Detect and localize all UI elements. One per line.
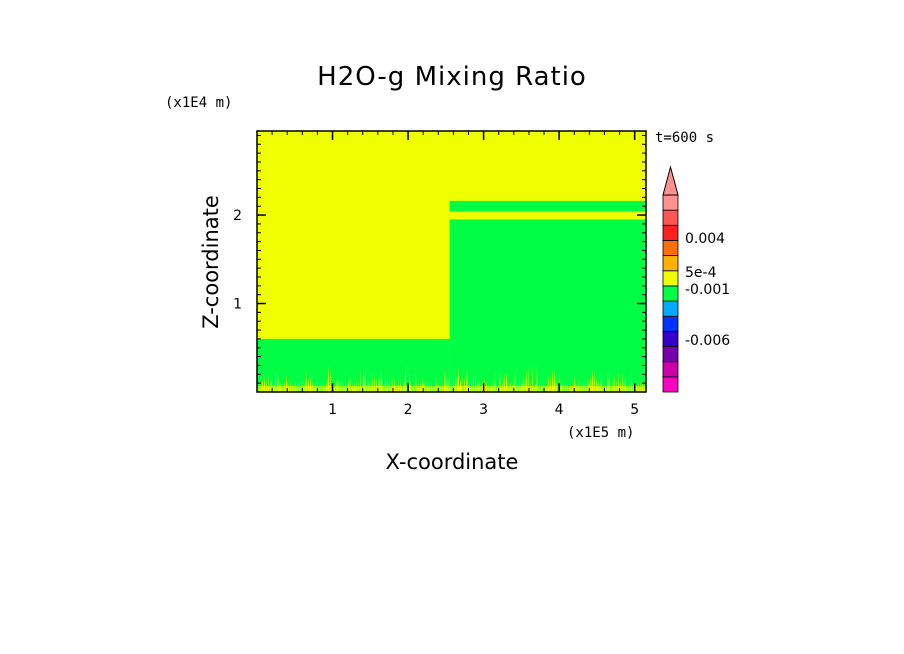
y-tick-label: 2 — [233, 208, 242, 224]
colorbar-label: 0.004 — [685, 231, 725, 247]
surface-layer — [257, 386, 646, 392]
colorbar-swatch — [662, 270, 679, 287]
x-tick-label: 5 — [630, 402, 639, 418]
x-axis-ticks: 1 2 3 4 5 — [328, 131, 639, 418]
field-region-2 — [449, 219, 646, 392]
y-axis-label: Z-coordinate — [199, 195, 223, 329]
colorbar-swatch — [662, 285, 679, 302]
x-multiplier-label: (x1E5 m) — [567, 425, 634, 441]
colorbar-swatch — [662, 300, 679, 317]
x-tick-label: 3 — [479, 402, 488, 418]
colorbar-label: -0.001 — [685, 282, 730, 298]
y-tick-label: 1 — [233, 297, 242, 313]
colorbar-swatch — [662, 330, 679, 347]
near-surface-speckle — [257, 363, 646, 392]
colorbar-swatch — [662, 209, 679, 226]
time-label: t=600 s — [655, 130, 714, 146]
y-multiplier-label: (x1E4 m) — [165, 95, 232, 111]
x-tick-label: 4 — [555, 402, 564, 418]
x-tick-label: 1 — [328, 402, 337, 418]
colorbar-swatch — [662, 315, 679, 332]
minor-ticks — [257, 131, 646, 392]
colorbar-swatch — [662, 194, 679, 211]
plot-frame — [256, 130, 647, 393]
field-region-3 — [449, 200, 646, 212]
plot-area — [257, 131, 646, 392]
colorbar-swatch — [662, 376, 679, 393]
x-tick-label: 2 — [404, 402, 413, 418]
colorbar-swatch — [662, 361, 679, 378]
field-region-1 — [257, 338, 450, 392]
colorbar-swatch — [662, 224, 679, 241]
colorbar-label: -0.006 — [685, 333, 730, 349]
y-axis-ticks: 12 — [233, 208, 646, 313]
colorbar-label: 5e-4 — [685, 265, 717, 281]
colorbar-swatch — [662, 346, 679, 363]
colorbar-extend-arrow — [662, 165, 679, 196]
x-axis-label: X-coordinate — [386, 450, 519, 474]
colorbar-swatch — [662, 240, 679, 257]
colorbar-swatch — [662, 255, 679, 272]
chart-title: H2O-g Mixing Ratio — [317, 62, 587, 92]
